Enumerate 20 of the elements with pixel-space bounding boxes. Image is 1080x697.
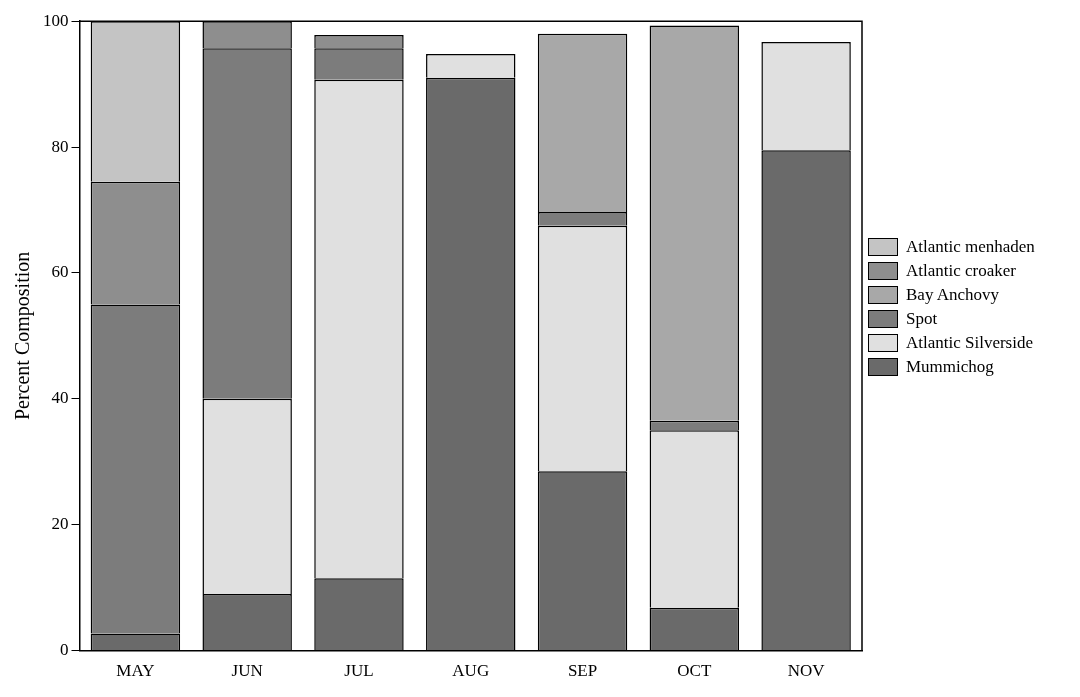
legend-label: Atlantic croaker bbox=[906, 260, 1016, 281]
y-tick-label: 100 bbox=[43, 10, 69, 30]
legend-label: Atlantic Silverside bbox=[906, 332, 1034, 353]
x-tick-label: SEP bbox=[567, 661, 598, 681]
x-tick-label: MAY bbox=[116, 661, 155, 681]
y-tick-label: 80 bbox=[51, 136, 69, 156]
x-tick-label: NOV bbox=[787, 661, 826, 681]
x-tick-label: JUN bbox=[231, 661, 263, 681]
x-tick-label: OCT bbox=[677, 661, 712, 681]
legend-label: Mummichog bbox=[906, 356, 994, 377]
legend-label: Bay Anchovy bbox=[906, 284, 1000, 305]
y-tick-label: 60 bbox=[51, 262, 69, 282]
x-tick-label: AUG bbox=[452, 661, 490, 681]
y-tick-label: 20 bbox=[51, 514, 69, 534]
y-axis-title: Percent Composition bbox=[11, 251, 35, 421]
y-tick-label: 0 bbox=[60, 640, 69, 660]
x-tick-label: JUL bbox=[344, 661, 374, 681]
y-tick-label: 40 bbox=[51, 388, 69, 408]
legend-label: Spot bbox=[906, 308, 938, 329]
legend-label: Atlantic menhaden bbox=[906, 236, 1035, 257]
